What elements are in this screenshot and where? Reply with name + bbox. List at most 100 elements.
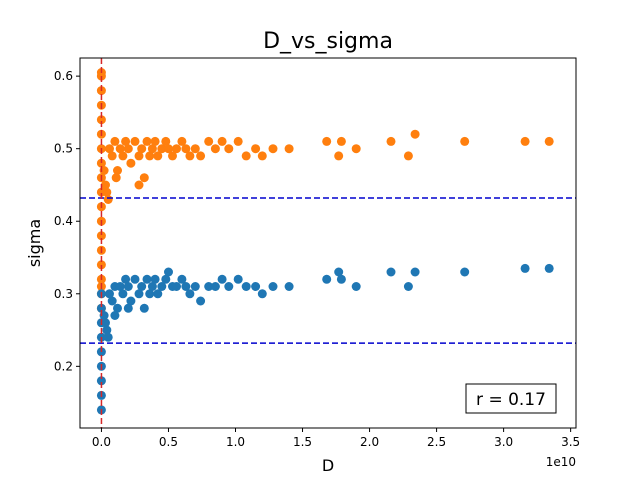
data-point — [210, 144, 220, 154]
data-point — [102, 187, 112, 197]
data-point — [123, 282, 133, 291]
x-tick-label: 1.0 — [226, 435, 245, 449]
data-point — [153, 151, 163, 161]
data-point — [172, 144, 181, 154]
x-tick-label: 3.0 — [494, 435, 513, 449]
data-point — [241, 282, 251, 291]
y-axis-label: sigma — [25, 219, 44, 267]
data-point — [233, 136, 243, 146]
data-point — [403, 282, 413, 291]
data-point — [142, 274, 152, 284]
x-offset-label: 1e10 — [546, 455, 576, 469]
data-point — [107, 151, 117, 161]
data-point — [224, 282, 234, 291]
data-point — [334, 151, 344, 161]
x-axis-label: D — [322, 456, 334, 475]
data-point — [157, 144, 167, 154]
data-point — [137, 144, 147, 154]
data-point — [164, 144, 173, 154]
data-point — [142, 136, 152, 146]
data-point — [147, 144, 157, 154]
data-point — [130, 274, 140, 284]
data-point — [351, 282, 361, 291]
y-tick-label: 0.5 — [54, 142, 73, 156]
plot-area — [80, 58, 576, 428]
data-point — [172, 282, 181, 291]
data-point — [134, 180, 144, 190]
series-0 — [96, 68, 554, 313]
chart-title: D_vs_sigma — [263, 29, 393, 54]
y-tick-label: 0.6 — [54, 69, 73, 83]
data-point — [113, 303, 122, 313]
data-point — [196, 151, 206, 161]
data-point — [204, 282, 214, 291]
data-point — [121, 136, 131, 146]
data-point — [103, 332, 113, 342]
data-point — [284, 144, 294, 154]
data-point — [145, 151, 155, 161]
data-point — [251, 282, 261, 291]
data-point — [103, 195, 113, 204]
data-point — [134, 151, 144, 161]
data-point — [105, 144, 114, 154]
data-point — [115, 144, 125, 154]
data-point — [96, 376, 106, 386]
data-point — [460, 136, 470, 146]
data-point — [520, 263, 530, 273]
data-point — [96, 115, 106, 125]
data-point — [101, 318, 110, 328]
data-point — [113, 166, 122, 175]
x-tick-label: 0.0 — [92, 435, 111, 449]
data-point — [204, 136, 214, 146]
data-point — [334, 267, 344, 277]
data-point — [177, 136, 187, 146]
data-point — [150, 274, 160, 284]
data-point — [210, 282, 220, 291]
data-point — [241, 151, 251, 161]
data-point — [118, 151, 128, 161]
data-point — [96, 303, 106, 313]
data-point — [145, 289, 155, 299]
data-point — [196, 296, 206, 306]
data-point — [161, 274, 171, 284]
data-point — [157, 282, 167, 291]
correlation-annotation: r = 0.17 — [465, 383, 557, 414]
data-point — [322, 136, 332, 146]
data-point — [126, 158, 136, 168]
data-point — [168, 151, 177, 161]
data-point — [147, 282, 157, 291]
data-point — [123, 303, 133, 313]
data-point — [123, 144, 133, 154]
data-point — [251, 144, 261, 154]
data-point — [181, 282, 191, 291]
data-point — [139, 303, 149, 313]
data-point — [351, 144, 361, 154]
data-point — [105, 289, 114, 299]
data-point — [410, 129, 420, 139]
data-point — [403, 151, 413, 161]
data-point — [257, 289, 267, 299]
data-point — [96, 158, 106, 168]
x-axis-ticks: 0.0 0.5 1.0 1.5 2.0 2.5 3.0 3.5 — [92, 428, 580, 449]
x-tick-label: 1.5 — [293, 435, 312, 449]
data-point — [336, 274, 346, 284]
y-tick-label: 0.4 — [54, 214, 73, 228]
data-point — [257, 151, 267, 161]
x-tick-label: 0.5 — [159, 435, 178, 449]
y-tick-label: 0.2 — [54, 359, 73, 373]
data-point — [137, 282, 147, 291]
data-point — [185, 151, 195, 161]
data-point — [126, 296, 136, 306]
series-1 — [96, 263, 554, 415]
data-point — [336, 136, 346, 146]
data-point — [181, 144, 191, 154]
plot-frame — [79, 57, 577, 429]
data-point — [190, 282, 200, 291]
data-point — [224, 144, 234, 154]
y-tick-label: 0.3 — [54, 287, 73, 301]
data-point — [460, 267, 470, 277]
data-point — [102, 325, 112, 335]
data-point — [217, 136, 227, 146]
data-point — [101, 180, 110, 190]
